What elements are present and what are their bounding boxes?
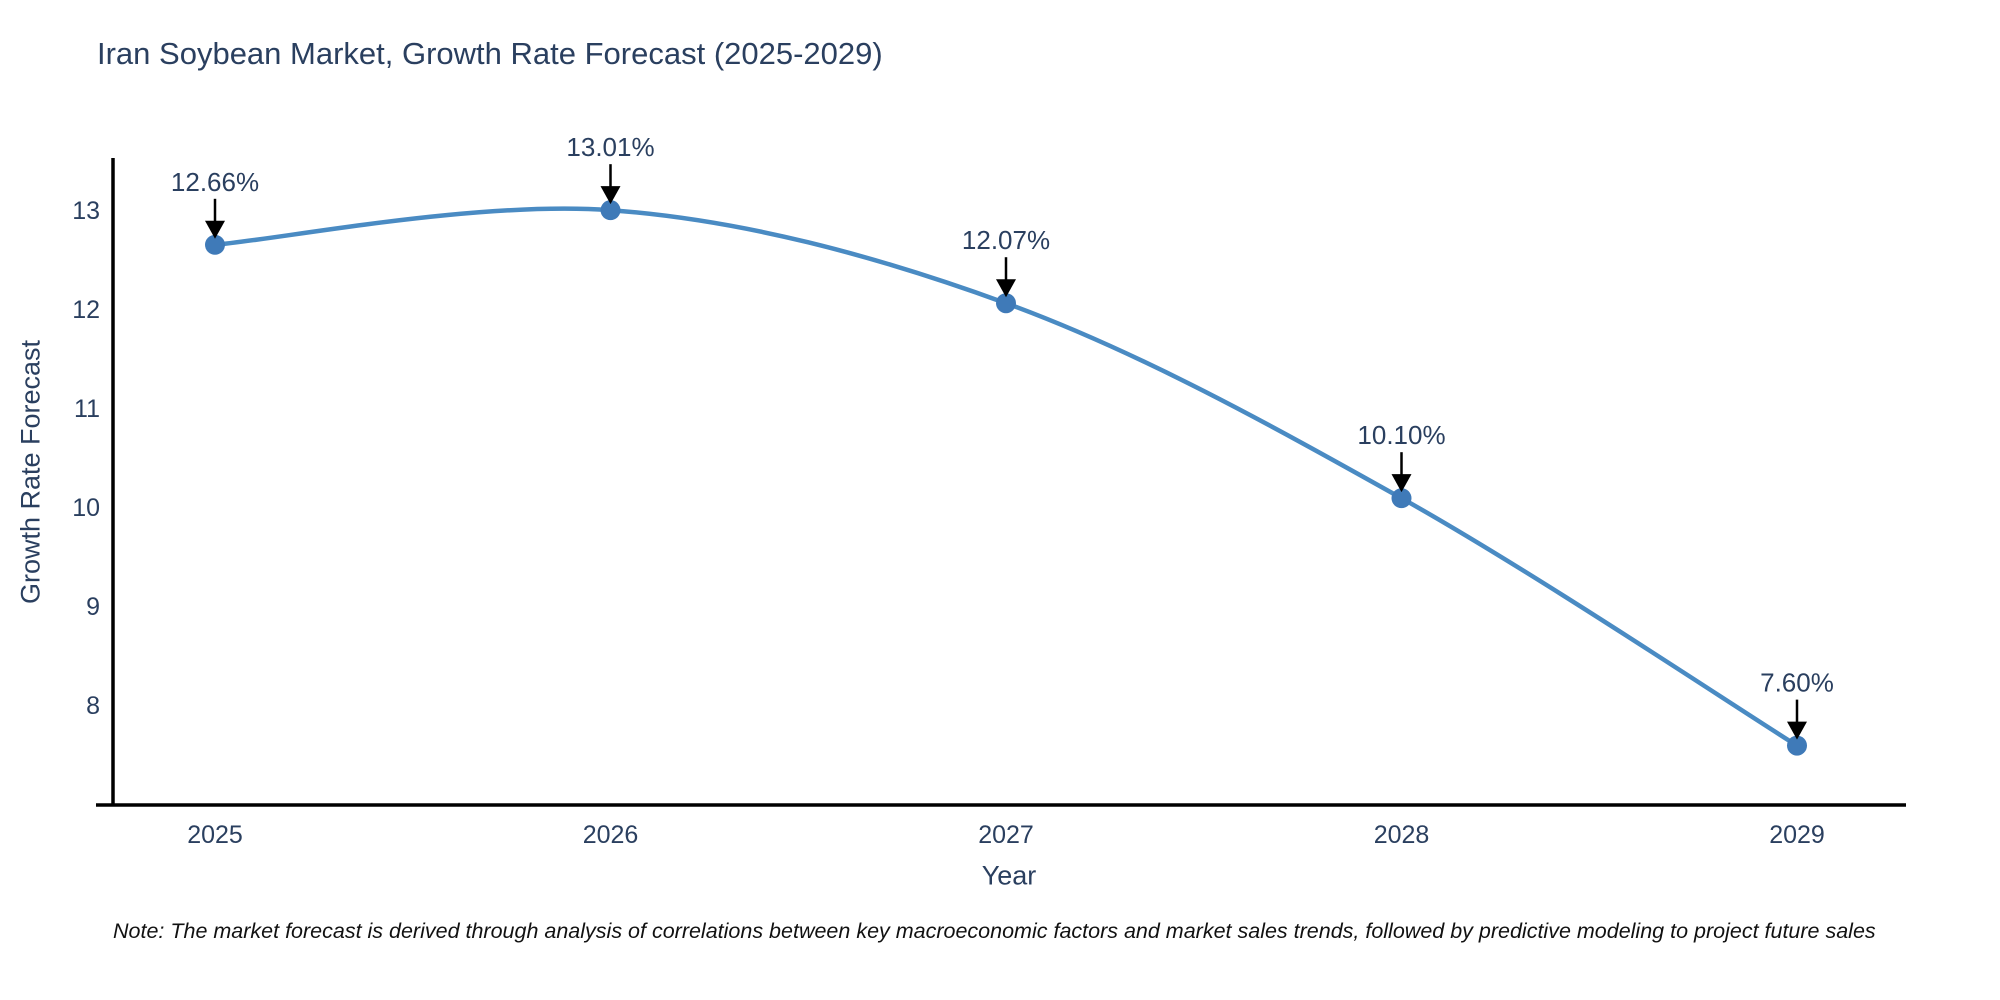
x-tick-label: 2025 xyxy=(187,821,243,849)
x-tick-label: 2027 xyxy=(978,821,1034,849)
chart-footnote: Note: The market forecast is derived thr… xyxy=(113,919,1876,943)
data-point-marker xyxy=(1391,488,1412,509)
data-point-marker xyxy=(996,293,1016,314)
y-axis-title: Growth Rate Forecast xyxy=(15,339,46,605)
y-tick-label: 10 xyxy=(72,494,100,522)
annotation-label: 13.01% xyxy=(566,132,654,162)
y-tick-label: 12 xyxy=(72,296,100,324)
annotation-label: 10.10% xyxy=(1357,420,1445,450)
chart-title: Iran Soybean Market, Growth Rate Forecas… xyxy=(97,36,883,71)
x-tick-label: 2029 xyxy=(1769,821,1825,849)
data-point-marker xyxy=(205,234,225,255)
data-point-marker xyxy=(600,200,621,221)
annotation-arrow-head xyxy=(1787,721,1807,740)
y-tick-label: 8 xyxy=(86,692,100,720)
annotation-arrow-head xyxy=(600,186,621,205)
annotation-arrow-head xyxy=(1391,474,1412,493)
x-tick-label: 2026 xyxy=(583,821,639,849)
annotation-label: 7.60% xyxy=(1760,668,1834,698)
y-tick-label: 13 xyxy=(72,197,100,225)
x-tick-label: 2028 xyxy=(1374,821,1430,849)
annotation-arrow-head xyxy=(205,220,225,239)
annotation-arrow-head xyxy=(996,279,1016,298)
annotation-label: 12.07% xyxy=(962,225,1050,255)
x-axis-title: Year xyxy=(981,860,1037,891)
data-point-marker xyxy=(1787,735,1807,756)
y-tick-label: 9 xyxy=(86,593,100,621)
annotation-label: 12.66% xyxy=(171,167,259,197)
y-tick-label: 11 xyxy=(74,395,100,423)
